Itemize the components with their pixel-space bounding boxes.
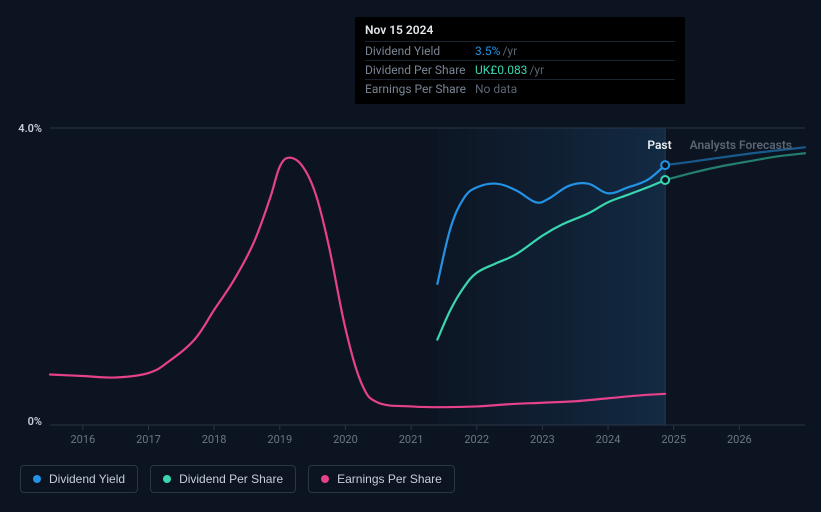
tooltip-row-label: Dividend Per Share: [365, 63, 475, 77]
tooltip-row-unit: /yr: [529, 63, 544, 77]
svg-text:2022: 2022: [464, 433, 489, 446]
legend-dot-icon: [33, 475, 41, 483]
svg-text:2023: 2023: [530, 433, 555, 446]
tooltip-row-value: UK£0.083: [475, 63, 527, 77]
tooltip-row-label: Dividend Yield: [365, 44, 475, 58]
tooltip-date: Nov 15 2024: [365, 23, 675, 37]
tooltip-row-value: No data: [475, 82, 517, 96]
svg-text:2020: 2020: [333, 433, 358, 446]
legend-item-label: Dividend Yield: [49, 472, 125, 486]
legend-item[interactable]: Earnings Per Share: [308, 465, 455, 493]
svg-text:2021: 2021: [399, 433, 424, 446]
tooltip-row-unit: /yr: [502, 44, 517, 58]
svg-text:2017: 2017: [136, 433, 161, 446]
svg-text:4.0%: 4.0%: [18, 122, 42, 135]
tooltip-row-label: Earnings Per Share: [365, 82, 475, 96]
chart-legend: Dividend Yield Dividend Per Share Earnings…: [20, 465, 455, 493]
svg-text:0%: 0%: [28, 415, 42, 428]
tooltip-row: Dividend Per ShareUK£0.083 /yr: [365, 60, 675, 79]
legend-dot-icon: [321, 475, 329, 483]
legend-item-label: Earnings Per Share: [337, 472, 442, 486]
tooltip-row: Dividend Yield3.5% /yr: [365, 41, 675, 60]
region-label-forecast: Analysts Forecasts: [690, 138, 792, 152]
svg-text:2025: 2025: [661, 433, 686, 446]
svg-text:2019: 2019: [267, 433, 292, 446]
svg-text:2018: 2018: [202, 433, 227, 446]
legend-item-label: Dividend Per Share: [179, 472, 283, 486]
tooltip-row-value: 3.5%: [475, 44, 500, 58]
svg-text:2024: 2024: [596, 433, 621, 446]
svg-text:2016: 2016: [70, 433, 95, 446]
legend-dot-icon: [163, 475, 171, 483]
svg-text:2026: 2026: [727, 433, 752, 446]
region-label-past: Past: [647, 138, 671, 152]
legend-item[interactable]: Dividend Yield: [20, 465, 138, 493]
tooltip-rows: Dividend Yield3.5% /yrDividend Per Share…: [365, 41, 675, 98]
tooltip-row: Earnings Per ShareNo data: [365, 79, 675, 98]
legend-item[interactable]: Dividend Per Share: [150, 465, 296, 493]
chart-tooltip: Nov 15 2024 Dividend Yield3.5% /yrDivide…: [355, 17, 685, 104]
